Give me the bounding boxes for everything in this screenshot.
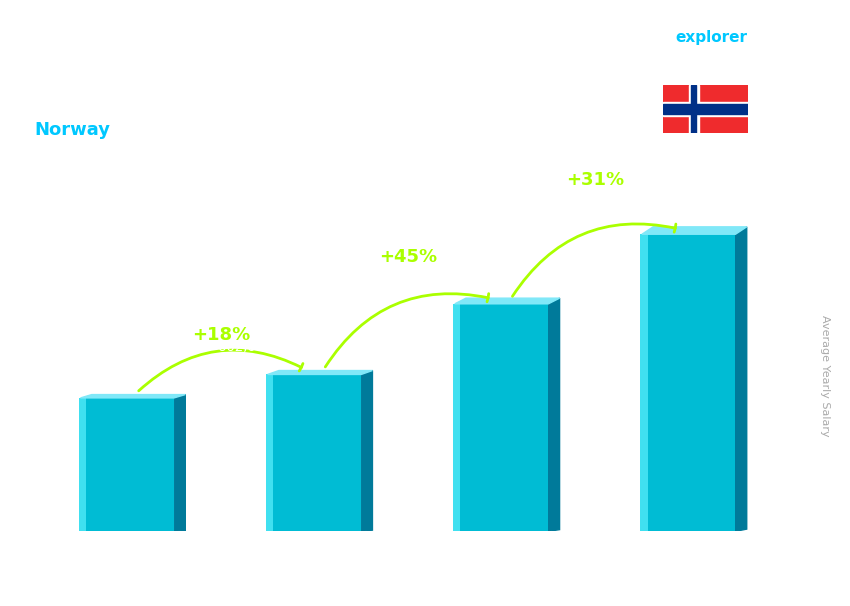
Bar	[453, 304, 461, 531]
Text: Certificate or
Diploma: Certificate or Diploma	[271, 556, 358, 584]
Text: .com: .com	[744, 30, 785, 45]
Text: +45%: +45%	[379, 248, 437, 266]
Text: 873,000 NOK: 873,000 NOK	[405, 265, 493, 278]
Bar	[663, 104, 748, 114]
Bar	[691, 85, 696, 133]
Text: +31%: +31%	[566, 171, 624, 188]
Polygon shape	[268, 370, 372, 375]
Text: 1,140,000 NOK: 1,140,000 NOK	[586, 190, 687, 202]
Polygon shape	[642, 227, 747, 235]
Text: Master's
Degree: Master's Degree	[660, 556, 717, 584]
Polygon shape	[81, 395, 185, 398]
Text: Bachelor's
Degree: Bachelor's Degree	[467, 556, 536, 584]
Polygon shape	[735, 227, 747, 531]
Bar	[455, 304, 548, 531]
Bar	[663, 102, 748, 116]
Text: Average Yearly Salary: Average Yearly Salary	[819, 315, 830, 436]
Bar	[688, 85, 699, 133]
Text: salary: salary	[612, 30, 665, 45]
Bar	[79, 398, 86, 531]
Bar	[640, 235, 648, 531]
Text: 602,000 NOK: 602,000 NOK	[218, 341, 306, 354]
Text: explorer: explorer	[676, 30, 748, 45]
Text: Salary Comparison By Education: Salary Comparison By Education	[34, 30, 542, 58]
Polygon shape	[174, 395, 185, 531]
Text: High School: High School	[88, 556, 167, 569]
Text: Client Relations Manager: Client Relations Manager	[34, 79, 278, 98]
Text: 512,000 NOK: 512,000 NOK	[31, 367, 119, 379]
Polygon shape	[548, 298, 559, 531]
Polygon shape	[361, 370, 372, 531]
Text: Norway: Norway	[34, 121, 110, 139]
Text: +18%: +18%	[192, 327, 250, 344]
Bar	[642, 235, 735, 531]
Bar	[266, 375, 273, 531]
Bar	[81, 398, 174, 531]
Bar	[268, 375, 361, 531]
Polygon shape	[455, 298, 559, 304]
